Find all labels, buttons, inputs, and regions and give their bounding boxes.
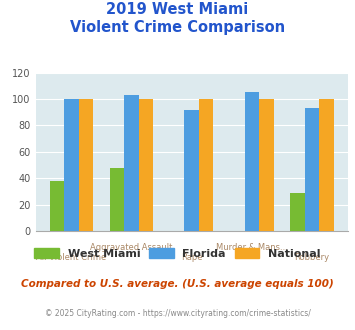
Bar (319, 99, 334, 231)
Text: © 2025 CityRating.com - https://www.cityrating.com/crime-statistics/: © 2025 CityRating.com - https://www.city… (45, 309, 310, 317)
Text: Rape: Rape (181, 253, 202, 262)
Bar (290, 193, 305, 231)
Bar (124, 95, 139, 231)
Bar (78, 99, 93, 231)
Text: Murder & Mans...: Murder & Mans... (216, 243, 288, 252)
Legend: West Miami, Florida, National: West Miami, Florida, National (31, 245, 324, 262)
Bar (199, 99, 213, 231)
Bar (245, 92, 259, 231)
Bar (259, 99, 274, 231)
Text: 2019 West Miami: 2019 West Miami (106, 2, 248, 16)
Text: Robbery: Robbery (295, 253, 329, 262)
Bar (185, 110, 199, 231)
Text: Violent Crime Comparison: Violent Crime Comparison (70, 20, 285, 35)
Text: Compared to U.S. average. (U.S. average equals 100): Compared to U.S. average. (U.S. average … (21, 279, 334, 289)
Bar (305, 108, 319, 231)
Bar (110, 168, 124, 231)
Bar (139, 99, 153, 231)
Bar (50, 181, 64, 231)
Text: Aggravated Assault: Aggravated Assault (90, 243, 173, 252)
Text: All Violent Crime: All Violent Crime (36, 253, 106, 262)
Bar (64, 99, 78, 231)
